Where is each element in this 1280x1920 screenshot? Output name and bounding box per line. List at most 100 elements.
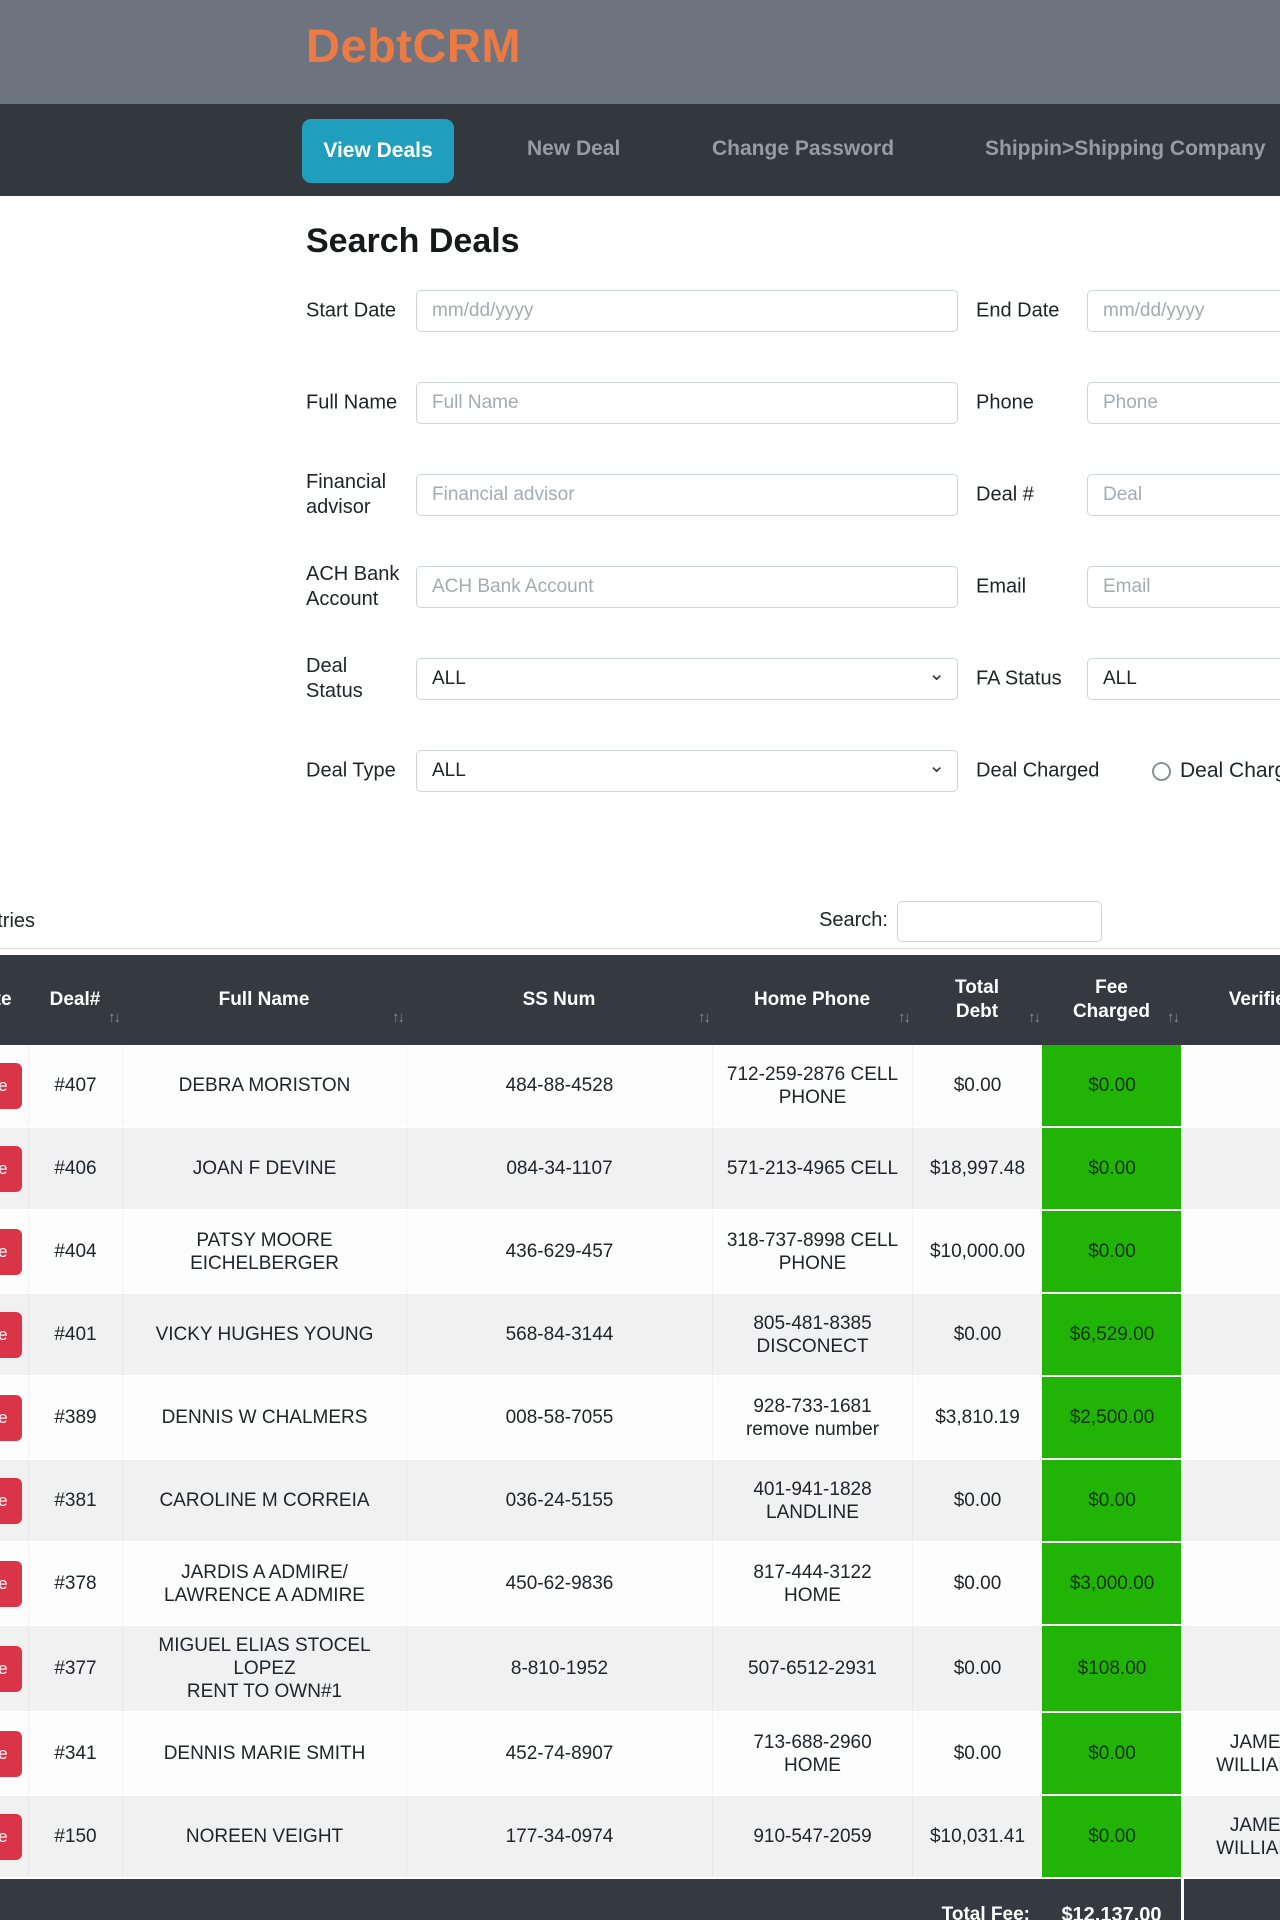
sort-icon[interactable]: ↑↓ bbox=[1167, 1009, 1180, 1026]
full-name-input[interactable] bbox=[416, 382, 958, 424]
end-date-label: End Date bbox=[976, 299, 1060, 322]
full-name-cell: JARDIS A ADMIRE/ LAWRENCE A ADMIRE bbox=[122, 1543, 406, 1624]
delete-cell: Delete bbox=[0, 1294, 28, 1375]
col-header-dealnum[interactable]: Deal# ↑↓ bbox=[28, 955, 122, 1045]
email-input[interactable] bbox=[1087, 566, 1280, 608]
full-name-cell: VICKY HUGHES YOUNG bbox=[122, 1294, 406, 1375]
nav-view-deals[interactable]: View Deals bbox=[302, 119, 454, 183]
home-phone-cell: 571-213-4965 CELL bbox=[712, 1128, 912, 1209]
total-fee-value: $12,137.00 bbox=[1061, 1903, 1162, 1920]
fa-status-select[interactable]: ALL bbox=[1087, 658, 1280, 700]
verifier-cell bbox=[1181, 1211, 1280, 1292]
nav-new-deal[interactable]: New Deal bbox=[527, 137, 621, 160]
delete-cell: Delete bbox=[0, 1460, 28, 1541]
verifier-cell bbox=[1181, 1377, 1280, 1458]
total-debt-cell: $10,000.00 bbox=[912, 1211, 1042, 1292]
delete-cell: Delete bbox=[0, 1128, 28, 1209]
nav-shipping-company[interactable]: Shippin>Shipping Company bbox=[985, 137, 1266, 160]
app-header: DebtCRM bbox=[0, 0, 1280, 104]
form-row-type-charged: Deal Type ALL ⌄ Deal Charged Deal Charge… bbox=[0, 750, 1280, 792]
ach-account-input[interactable] bbox=[416, 566, 958, 608]
delete-button[interactable]: Delete bbox=[0, 1560, 22, 1607]
deal-number-cell: #407 bbox=[28, 1045, 122, 1126]
sort-icon[interactable]: ↑↓ bbox=[898, 1009, 911, 1026]
fee-charged-cell: $6,529.00 bbox=[1042, 1294, 1181, 1375]
table-row: Delete #401 VICKY HUGHES YOUNG 568-84-31… bbox=[0, 1294, 1280, 1377]
col-header-label: Deal# bbox=[49, 989, 101, 1010]
total-debt-cell: $0.00 bbox=[912, 1543, 1042, 1624]
deal-charged-radio[interactable] bbox=[1152, 761, 1171, 781]
col-header-fullname[interactable]: Full Name ↑↓ bbox=[122, 955, 406, 1045]
start-date-input[interactable] bbox=[416, 290, 958, 332]
col-header-ssnum[interactable]: SS Num ↑↓ bbox=[406, 955, 712, 1045]
start-date-label: Start Date bbox=[306, 299, 397, 322]
delete-cell: Delete bbox=[0, 1045, 28, 1126]
delete-button[interactable]: Delete bbox=[0, 1311, 22, 1358]
deal-number-cell: #404 bbox=[28, 1211, 122, 1292]
sort-icon[interactable]: ↑↓ bbox=[698, 1009, 711, 1026]
nav-change-password[interactable]: Change Password bbox=[712, 137, 895, 160]
table-row: Delete #150 NOREEN VEIGHT 177-34-0974 91… bbox=[0, 1796, 1280, 1879]
verifier-cell: JAMES WILLIAMS bbox=[1181, 1796, 1280, 1877]
table-top-divider bbox=[0, 948, 1280, 949]
total-debt-cell: $3,810.19 bbox=[912, 1377, 1042, 1458]
fee-charged-cell: $0.00 bbox=[1042, 1128, 1181, 1209]
delete-button[interactable]: Delete bbox=[0, 1813, 22, 1860]
fee-charged-cell: $0.00 bbox=[1042, 1713, 1181, 1794]
table-footer-row: Total Fee: $12,137.00 bbox=[0, 1879, 1280, 1920]
delete-button[interactable]: Delete bbox=[0, 1645, 22, 1692]
home-phone-cell: 401-941-1828 LANDLINE bbox=[712, 1460, 912, 1541]
col-header-label: Full Name bbox=[218, 989, 310, 1010]
delete-button[interactable]: Delete bbox=[0, 1730, 22, 1777]
verifier-cell bbox=[1181, 1460, 1280, 1541]
full-name-cell: NOREEN VEIGHT bbox=[122, 1796, 406, 1877]
col-header-label: Delete bbox=[0, 989, 12, 1010]
deal-number-cell: #150 bbox=[28, 1796, 122, 1877]
form-row-status: Deal Status ALL ⌄ FA Status ALL bbox=[0, 655, 1280, 702]
verifier-cell bbox=[1181, 1294, 1280, 1375]
col-header-label: Verifier bbox=[1228, 989, 1280, 1010]
col-header-homephone[interactable]: Home Phone ↑↓ bbox=[712, 955, 912, 1045]
form-row-name-phone: Full Name Phone bbox=[0, 382, 1280, 424]
delete-cell: Delete bbox=[0, 1626, 28, 1711]
table-row: Delete #406 JOAN F DEVINE 084-34-1107 57… bbox=[0, 1128, 1280, 1211]
end-date-input[interactable] bbox=[1087, 290, 1280, 332]
deal-status-value: ALL bbox=[432, 668, 466, 689]
col-header-label: SS Num bbox=[522, 989, 596, 1010]
chevron-down-icon: ⌄ bbox=[928, 663, 945, 685]
total-debt-cell: $0.00 bbox=[912, 1045, 1042, 1126]
col-header-totaldebt[interactable]: Total Debt ↑↓ bbox=[912, 955, 1042, 1045]
table-search-input[interactable] bbox=[897, 901, 1102, 942]
delete-button[interactable]: Delete bbox=[0, 1145, 22, 1192]
fee-charged-cell: $0.00 bbox=[1042, 1045, 1181, 1126]
full-name-cell: MIGUEL ELIAS STOCEL LOPEZ RENT TO OWN#1 bbox=[122, 1626, 406, 1711]
deal-number-cell: #378 bbox=[28, 1543, 122, 1624]
col-header-delete: Delete bbox=[0, 955, 28, 1045]
verifier-cell bbox=[1181, 1045, 1280, 1126]
sort-icon[interactable]: ↑↓ bbox=[108, 1009, 121, 1026]
ach-account-label: ACH Bank Account bbox=[306, 563, 400, 610]
email-label: Email bbox=[976, 575, 1027, 598]
col-header-verifier[interactable]: Verifier bbox=[1181, 955, 1280, 1045]
fee-charged-cell: $2,500.00 bbox=[1042, 1377, 1181, 1458]
deal-status-select[interactable]: ALL ⌄ bbox=[416, 658, 958, 700]
delete-cell: Delete bbox=[0, 1211, 28, 1292]
full-name-cell: JOAN F DEVINE bbox=[122, 1128, 406, 1209]
fee-charged-cell: $108.00 bbox=[1042, 1626, 1181, 1711]
deal-number-input[interactable] bbox=[1087, 474, 1280, 516]
deal-type-select[interactable]: ALL ⌄ bbox=[416, 750, 958, 792]
financial-advisor-input[interactable] bbox=[416, 474, 958, 516]
phone-input[interactable] bbox=[1087, 382, 1280, 424]
delete-button[interactable]: Delete bbox=[0, 1394, 22, 1441]
delete-button[interactable]: Delete bbox=[0, 1062, 22, 1109]
delete-button[interactable]: Delete bbox=[0, 1477, 22, 1524]
total-debt-cell: $18,997.48 bbox=[912, 1128, 1042, 1209]
deal-charged-radio-group: Deal Charged bbox=[1152, 759, 1280, 783]
form-row-advisor-deal: Financial advisor Deal # bbox=[0, 471, 1280, 518]
sort-icon[interactable]: ↑↓ bbox=[1028, 1009, 1041, 1026]
delete-button[interactable]: Delete bbox=[0, 1228, 22, 1275]
financial-advisor-label: Financial advisor bbox=[306, 471, 387, 518]
sort-icon[interactable]: ↑↓ bbox=[392, 1009, 405, 1026]
table-row: Delete #404 PATSY MOORE EICHELBERGER 436… bbox=[0, 1211, 1280, 1294]
col-header-feecharged[interactable]: Fee Charged ↑↓ bbox=[1042, 955, 1181, 1045]
